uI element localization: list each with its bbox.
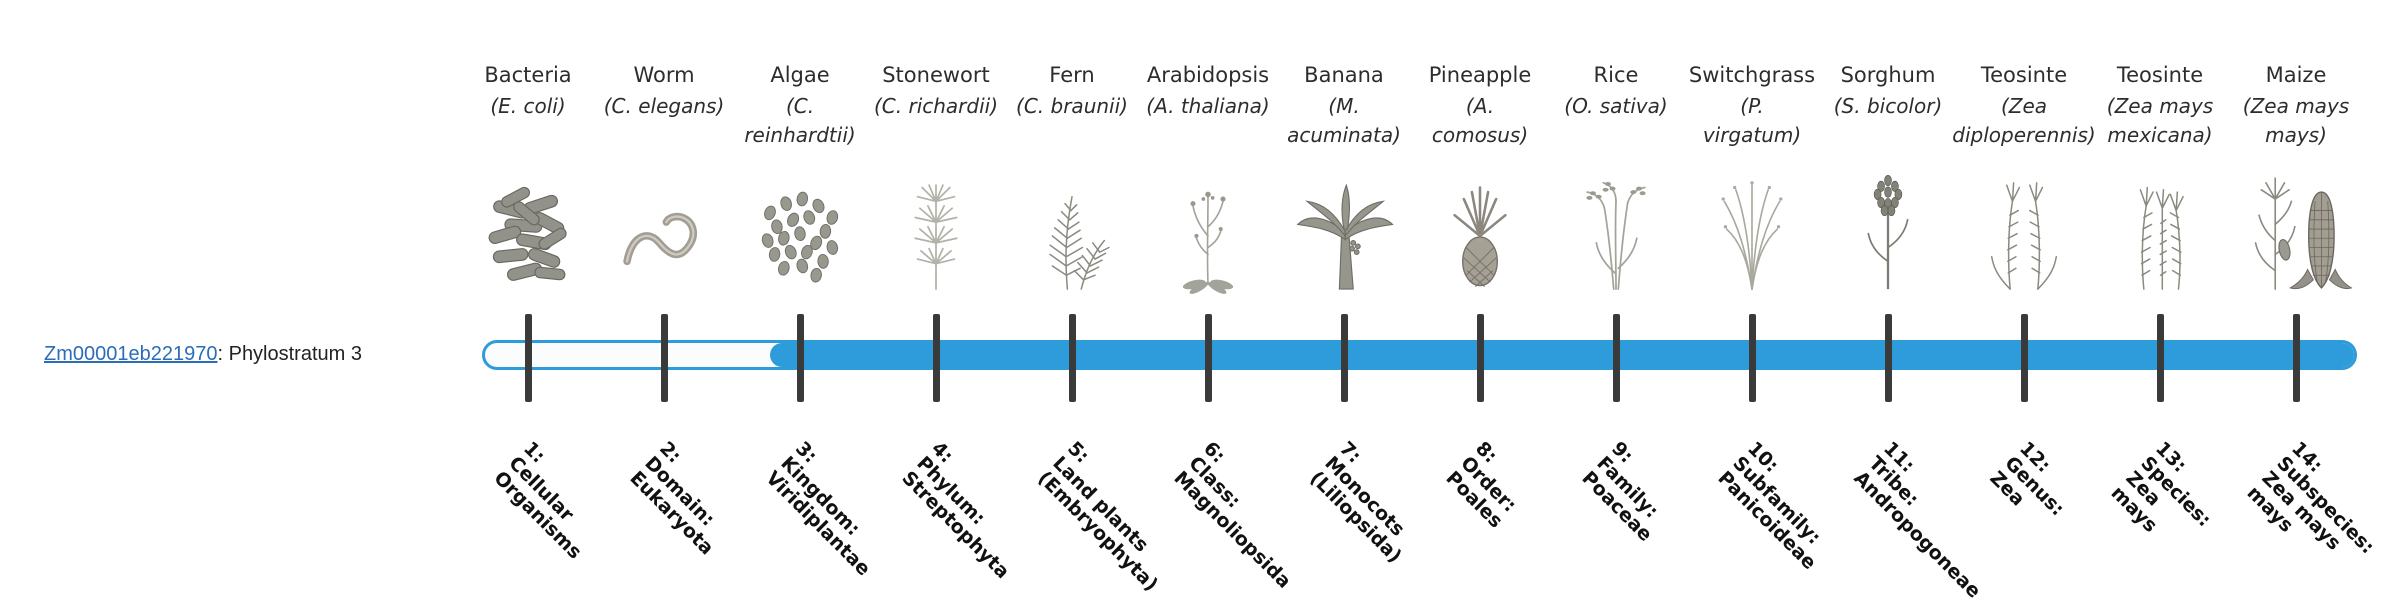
organism-illustration (2231, 168, 2361, 296)
organism-scientific-name: (Zea mays mays) (2242, 94, 2350, 147)
rice-icon (1558, 169, 1674, 296)
organism-illustration (599, 168, 729, 296)
organism-illustration (1551, 168, 1681, 296)
teosinte1-icon (1966, 169, 2082, 296)
phylostratum-rank-label: 11: Tribe: Andropogoneae (1849, 437, 1985, 603)
phylostratum-tick (524, 314, 532, 402)
phylostratum-tick (1068, 314, 1076, 402)
phylostratum-rank-label: 8: Order: Poales (1441, 437, 1521, 533)
switchgrass-icon (1694, 169, 1810, 296)
phylostratum-bar-track (482, 340, 2357, 370)
organism-common-name: Bacteria (484, 63, 572, 87)
teosinte2-icon (2102, 169, 2218, 296)
organism-scientific-name: (A. thaliana) (1146, 94, 1270, 118)
maize-icon (2238, 169, 2354, 296)
phylostratum-tick (1476, 314, 1484, 402)
stonewort-icon (878, 169, 994, 296)
phylostratum-tick (1204, 314, 1212, 402)
banana-icon (1286, 169, 1402, 296)
organism-scientific-name: (Zea diploperennis) (1952, 94, 2096, 147)
phylostratum-bar-fill (770, 343, 2354, 367)
phylostratum-tick (2156, 314, 2164, 402)
pineapple-icon (1422, 169, 1538, 296)
organism-illustration (1143, 168, 1273, 296)
organism-scientific-name: (C. elegans) (603, 94, 725, 118)
phylostratum-tick (2292, 314, 2300, 402)
organism-common-name: Switchgrass (1688, 63, 1816, 87)
phylostratum-rank-label: 5: Land plants (Embryophyta) (1033, 437, 1163, 596)
organism-illustration (735, 168, 865, 296)
phylostratum-rank-label: 13: Species: Zea mays (2106, 437, 2216, 537)
organism-scientific-name: (C. richardii) (873, 94, 999, 118)
organism-illustration (1279, 168, 1409, 296)
organism-common-name: Teosinte (2116, 63, 2204, 87)
phylostratum-tick (1612, 314, 1620, 402)
organism-illustration (1959, 168, 2089, 296)
organism-illustration (1823, 168, 1953, 296)
phylostratum-tick (1340, 314, 1348, 402)
organism-scientific-name: (S. bicolor) (1833, 94, 1943, 118)
fern-icon (1014, 169, 1130, 296)
gene-id-link[interactable]: Zm00001eb221970 (44, 343, 218, 365)
organism-common-name: Fern (1049, 63, 1095, 87)
sorghum-icon (1830, 169, 1946, 296)
phylostratum-text: : Phylostratum 3 (217, 343, 362, 365)
organism-common-name: Arabidopsis (1146, 63, 1270, 87)
phylostratum-rank-label: 14: Subspecies: Zea mays mays (2242, 437, 2379, 559)
phylostratum-rank-label: 9: Family: Poaceae (1577, 437, 1663, 546)
arabidopsis-icon (1150, 169, 1266, 296)
phylostratum-rank-label: 10: Subfamily: Panicoideae (1713, 437, 1825, 574)
organism-scientific-name: (E. coli) (490, 94, 566, 118)
phylostratum-tick (2020, 314, 2028, 402)
organism-common-name: Sorghum (1840, 63, 1936, 87)
organism-scientific-name: (Zea mays mexicana) (2106, 94, 2214, 147)
organism-common-name: Worm (633, 63, 695, 87)
phylostratum-rank-label: 4: Phylum: Streptophyta (897, 437, 1014, 584)
phylostratum-rank-label: 12: Genus: Zea (1985, 437, 2069, 521)
organism-common-name: Pineapple (1428, 63, 1532, 87)
organism-scientific-name: (A. comosus) (1431, 94, 1529, 147)
organism-common-name: Rice (1593, 63, 1639, 87)
organism-scientific-name: (P. virgatum) (1702, 94, 1802, 147)
organism-scientific-name: (C. reinhardtii) (744, 94, 856, 147)
organism-illustration (1415, 168, 1545, 296)
organism-common-name: Teosinte (1980, 63, 2068, 87)
phylostratum-rank-label: 3: Kingdom: Viridiplantae (761, 437, 875, 581)
phylostratum-tick (796, 314, 804, 402)
bacteria-icon (470, 169, 586, 296)
algae-icon (742, 169, 858, 296)
organism-common-name: Banana (1304, 63, 1384, 87)
organism-illustration (871, 168, 1001, 296)
phylostratum-tick (1884, 314, 1892, 402)
phylostratum-rank-label: 1: Cellular Organisms (489, 437, 586, 564)
organism-common-name: Algae (770, 63, 830, 87)
organism-scientific-name: (O. sativa) (1564, 94, 1668, 118)
phylostratum-tick (1748, 314, 1756, 402)
organism-illustration (1007, 168, 1137, 296)
organism-common-name: Maize (2265, 63, 2327, 87)
phylostratum-rank-label: 2: Domain: Eukaryota (625, 437, 719, 560)
organism-illustration (463, 168, 593, 296)
gene-label: Zm00001eb221970: Phylostratum 3 (44, 343, 362, 366)
organism-illustration (2095, 168, 2225, 296)
worm-icon (606, 169, 722, 296)
phylostratum-rank-label: 7: Monocots (Liliopsida) (1305, 437, 1409, 568)
organism-illustration (1687, 168, 1817, 296)
organism-scientific-name: (C. braunii) (1016, 94, 1128, 118)
phylostratum-rank-label: 6: Class: Magnoliopsida (1169, 437, 1296, 593)
organism-common-name: Stonewort (882, 63, 990, 87)
phylostratum-tick (660, 314, 668, 402)
organism-scientific-name: (M. acuminata) (1287, 94, 1401, 147)
phylostratum-tick (932, 314, 940, 402)
